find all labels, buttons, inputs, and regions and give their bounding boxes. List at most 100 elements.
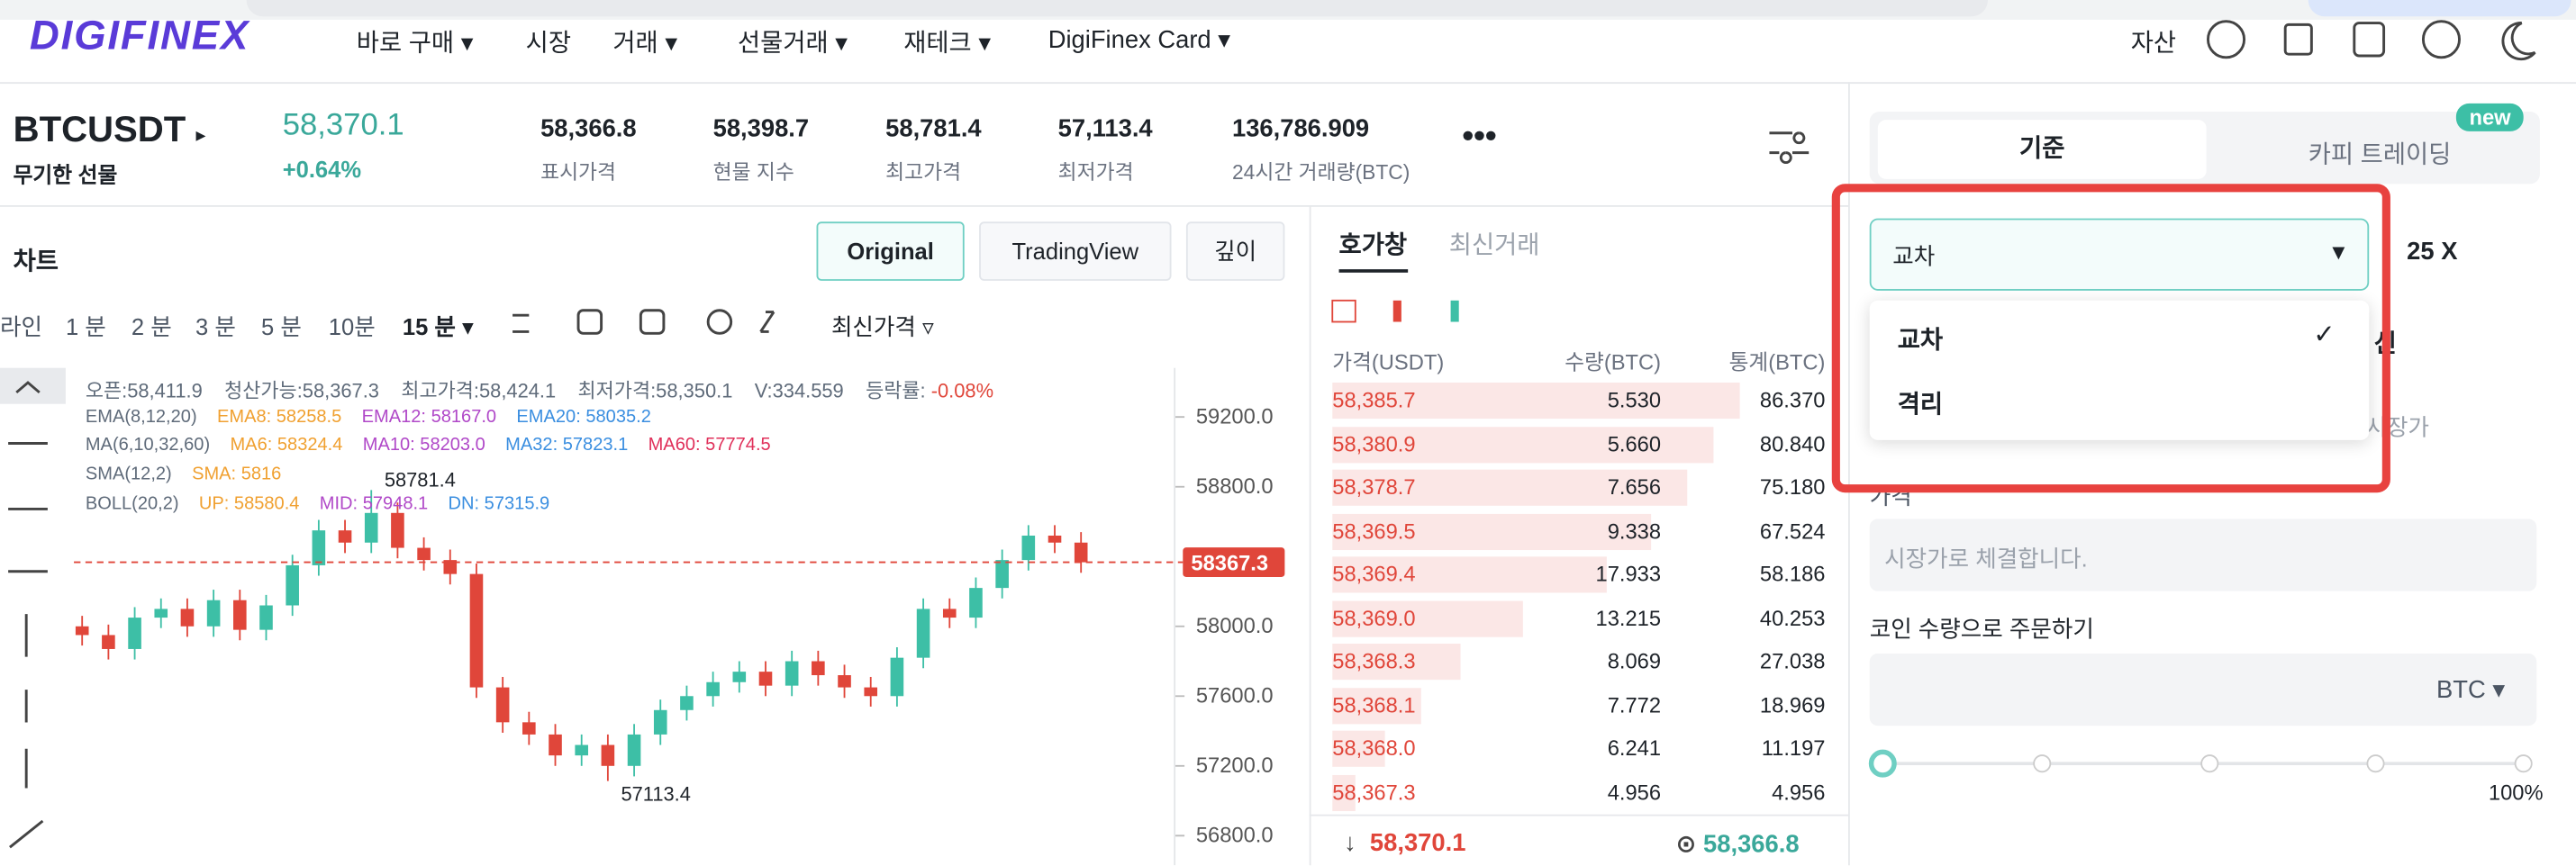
menu-option[interactable]: 교차 — [1897, 326, 1944, 355]
nav-item[interactable]: 거래 ▾ — [612, 29, 678, 58]
candle-body — [338, 530, 352, 543]
book-total: 75.180 — [1759, 474, 1826, 500]
tool-icon[interactable] — [576, 309, 603, 335]
candle-body — [969, 588, 983, 618]
slider-stop[interactable] — [2033, 754, 2052, 773]
book-qty: 17.933 — [1595, 561, 1662, 587]
slider-stop[interactable] — [2200, 754, 2219, 773]
book-price[interactable]: 58,380.9 — [1332, 430, 1416, 456]
candlestick-chart: 56800.0 57200.0 57600.0 58000.0 58800.0 59200… — [74, 367, 1285, 866]
candle-body — [1048, 535, 1062, 543]
tool-icon[interactable] — [706, 309, 733, 335]
interval[interactable]: 3 분 — [195, 313, 236, 340]
candle-body — [102, 635, 115, 649]
stat-label: 24시간 거래량(BTC) — [1232, 160, 1410, 185]
symbol[interactable]: BTCUSDT ▸ — [13, 108, 206, 149]
view-icon[interactable] — [1450, 300, 1459, 322]
price-placeholder: 시장가로 체결합니다. — [1884, 545, 2088, 572]
book-tab[interactable]: 최신거래 — [1448, 231, 1540, 260]
orders-icon[interactable] — [2283, 23, 2313, 56]
interval[interactable]: 5 분 — [261, 313, 302, 340]
view-button[interactable]: 깊이 — [1185, 221, 1285, 281]
nav-item[interactable]: 재테크 ▾ — [903, 29, 992, 58]
book-qty: 4.956 — [1607, 779, 1662, 804]
candle-body — [1074, 542, 1088, 563]
book-price[interactable]: 58,368.3 — [1332, 648, 1416, 673]
interval[interactable]: 2 분 — [131, 313, 172, 340]
nav-item[interactable]: 시장 — [525, 29, 572, 58]
nav-item[interactable]: DigiFinex Card ▾ — [1048, 26, 1231, 55]
candle-body — [732, 672, 747, 682]
user-icon[interactable] — [2206, 20, 2246, 59]
book-price[interactable]: 58,369.4 — [1332, 561, 1416, 587]
unit-select[interactable]: BTC ▾ — [2435, 676, 2506, 705]
book-tab[interactable]: 호가창 — [1338, 231, 1408, 260]
download-icon[interactable] — [2353, 22, 2386, 58]
tool-icon[interactable] — [639, 309, 666, 335]
tool-icon[interactable] — [759, 311, 776, 333]
candle-body — [312, 530, 326, 565]
info-item: -0.08% — [930, 379, 994, 402]
legend-item: EMA8: 58258.5 — [216, 407, 342, 428]
interval[interactable]: 10분 — [328, 313, 376, 340]
symbol-text: BTCUSDT — [13, 108, 186, 149]
trade-tab[interactable]: 카피 트레이딩 — [2308, 140, 2452, 169]
panel-divider — [1309, 205, 1311, 866]
book-header: 수량(BTC) — [1565, 349, 1662, 374]
nav-item[interactable]: 선물거래 ▾ — [737, 29, 848, 58]
globe-icon[interactable] — [2421, 20, 2461, 59]
view-icon[interactable] — [1392, 300, 1401, 322]
nav-item[interactable]: 바로 구매 ▾ — [356, 29, 474, 58]
book-qty: 5.530 — [1607, 387, 1662, 412]
more-button[interactable]: ••• — [1462, 118, 1497, 155]
view-button[interactable]: TradingView — [979, 221, 1172, 281]
covered-text: 시장가 — [2365, 413, 2430, 440]
book-qty: 6.241 — [1607, 735, 1662, 761]
settings-icon[interactable] — [1766, 122, 1812, 165]
tool-icon[interactable] — [512, 313, 530, 333]
theme-icon[interactable] — [2501, 22, 2536, 61]
interval[interactable]: 라인 — [0, 313, 42, 340]
nav-assets[interactable]: 자산 — [2130, 29, 2177, 58]
book-price[interactable]: 58,385.7 — [1332, 387, 1416, 412]
tool-icons[interactable] — [8, 442, 48, 849]
book-total: 11.197 — [1761, 735, 1826, 761]
nav-text: DigiFinex Card — [1048, 26, 1211, 55]
amount-slider[interactable] — [1864, 747, 2554, 783]
book-total: 40.253 — [1759, 605, 1826, 630]
menu-option[interactable]: 격리 — [1897, 391, 1944, 419]
candle-body — [995, 560, 1009, 589]
book-qty: 7.656 — [1607, 474, 1662, 500]
slider-handle[interactable] — [1868, 749, 1897, 778]
price-input[interactable] — [1869, 519, 2537, 591]
legend-item: DN: 57315.9 — [448, 494, 550, 514]
stat-label: 최고가격 — [885, 160, 962, 185]
price-source[interactable]: 최신가격 ▿ — [830, 313, 934, 340]
book-total: 58.186 — [1759, 561, 1826, 587]
candle-body — [495, 687, 510, 723]
interval[interactable]: 1 분 — [65, 313, 106, 340]
trade-tab[interactable]: 기준 — [1877, 120, 2207, 179]
unit-text: BTC — [2435, 676, 2486, 705]
amount-input[interactable] — [1869, 653, 2537, 726]
profile-pill — [2308, 0, 2571, 17]
book-price[interactable]: 58,369.5 — [1332, 518, 1416, 543]
price-change: +0.64% — [282, 156, 362, 183]
view-icon[interactable] — [1331, 299, 1356, 323]
interval-active[interactable]: 15 분 ▾ — [402, 313, 474, 340]
book-price[interactable]: 58,369.0 — [1332, 605, 1416, 630]
slider-stop[interactable] — [2366, 754, 2385, 773]
leverage[interactable]: 25 X — [2407, 238, 2458, 266]
slider-stop[interactable] — [2514, 754, 2533, 773]
book-price[interactable]: 58,368.1 — [1332, 691, 1416, 717]
price-source-text: 최신가격 — [830, 313, 916, 340]
view-button[interactable]: Original — [816, 221, 965, 281]
book-price[interactable]: 58,378.7 — [1332, 474, 1416, 500]
margin-select[interactable] — [1869, 218, 2370, 291]
stat-label: 현물 지수 — [712, 160, 794, 185]
book-price[interactable]: 58,367.3 — [1332, 779, 1416, 804]
nav-divider — [0, 82, 2576, 85]
book-price[interactable]: 58,368.0 — [1332, 735, 1416, 761]
logo[interactable]: DIGIFINEX — [29, 13, 250, 59]
stat-value: 58,781.4 — [885, 114, 982, 143]
